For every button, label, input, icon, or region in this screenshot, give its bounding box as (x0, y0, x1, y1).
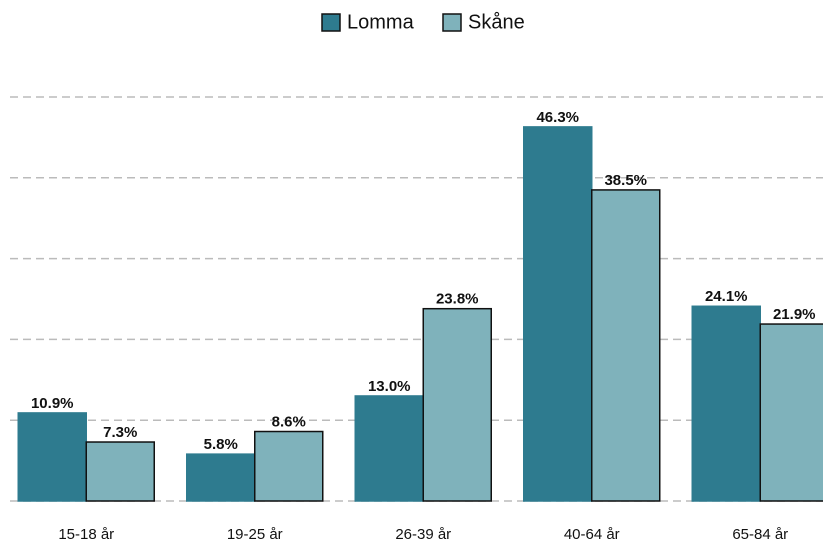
value-label: 8.6% (272, 413, 306, 430)
bar (523, 126, 593, 502)
value-label: 21.9% (773, 306, 816, 323)
value-label: 23.8% (436, 291, 479, 308)
bar (422, 307, 492, 502)
bar (591, 189, 661, 502)
bar (85, 441, 155, 502)
bar (759, 323, 823, 502)
value-label: 7.3% (103, 424, 137, 441)
value-label: 13.0% (368, 378, 411, 395)
bar (691, 305, 761, 502)
x-tick-label: 40-64 år (564, 526, 620, 543)
value-label: 5.8% (204, 436, 238, 453)
x-tick-label: 19-25 år (227, 526, 283, 543)
legend-label: Lomma (347, 11, 415, 33)
bar (186, 453, 256, 502)
legend-label: Skåne (468, 11, 525, 33)
x-tick-label: 15-18 år (58, 526, 114, 543)
bar (17, 412, 87, 502)
value-label: 10.9% (31, 395, 74, 412)
x-tick-label: 65-84 år (732, 526, 788, 543)
x-tick-label: 26-39 år (395, 526, 451, 543)
value-label: 24.1% (705, 288, 748, 305)
value-label: 46.3% (536, 109, 579, 126)
value-label: 38.5% (604, 172, 647, 189)
bar (254, 430, 324, 502)
bar (354, 395, 424, 502)
legend-swatch (442, 13, 462, 32)
legend-swatch (321, 13, 341, 32)
